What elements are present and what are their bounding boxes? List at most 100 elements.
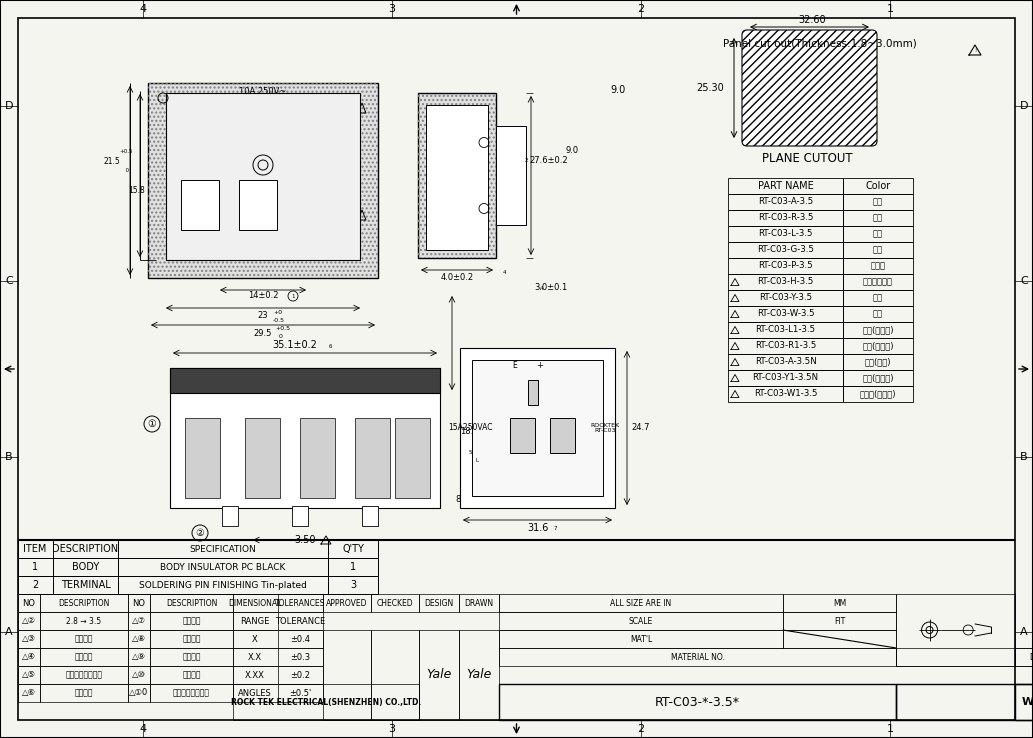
Text: +0: +0 [273, 309, 282, 314]
Bar [128, 648, 150, 666]
Text: 4: 4 [539, 286, 542, 291]
Text: 藍色: 藍色 [873, 230, 883, 238]
Text: 2: 2 [32, 580, 38, 590]
Text: △⑥: △⑥ [22, 689, 36, 697]
Text: 29.5: 29.5 [254, 328, 272, 337]
Text: 5: 5 [468, 449, 472, 455]
Bar [362, 506, 378, 526]
Text: -0.5: -0.5 [273, 317, 285, 323]
Text: 電腦色: 電腦色 [871, 261, 885, 271]
Text: △①0: △①0 [129, 689, 149, 697]
Text: 3: 3 [388, 724, 396, 734]
Bar [128, 684, 150, 702]
Bar [40, 666, 128, 684]
Bar [728, 322, 843, 338]
Text: RT-C03-*-3.5*: RT-C03-*-3.5* [655, 695, 741, 708]
Bar [245, 418, 280, 498]
Text: ②: ② [195, 528, 205, 538]
Text: E: E [512, 362, 518, 370]
Bar [18, 630, 40, 648]
Bar [371, 594, 419, 612]
Bar [728, 226, 843, 242]
Text: 27.6±0.2: 27.6±0.2 [530, 156, 568, 165]
Text: 15A250VAC: 15A250VAC [447, 424, 493, 432]
Bar [18, 648, 40, 666]
Bar [728, 290, 843, 306]
Text: 9.0: 9.0 [566, 146, 580, 155]
Text: !: ! [974, 49, 976, 53]
Text: 15.8: 15.8 [128, 186, 145, 195]
Bar [18, 594, 40, 612]
Text: ±0.3: ±0.3 [290, 652, 310, 661]
Text: ±0.5': ±0.5' [289, 689, 311, 697]
Text: PART NAME: PART NAME [757, 181, 813, 191]
Bar [843, 354, 913, 370]
Text: BODY: BODY [72, 562, 99, 572]
Bar [150, 594, 233, 612]
Text: SPECIFICATION: SPECIFICATION [190, 545, 256, 554]
Bar [118, 558, 328, 576]
Bar [371, 630, 419, 720]
Bar [185, 418, 220, 498]
Bar [728, 178, 843, 194]
Text: 3: 3 [350, 580, 356, 590]
Text: 2: 2 [525, 158, 528, 163]
Bar [148, 83, 378, 278]
Text: L: L [475, 458, 478, 463]
Text: D: D [1020, 101, 1028, 111]
Bar [728, 306, 843, 322]
Text: TOLERANCE: TOLERANCE [275, 616, 325, 626]
Text: +0.5: +0.5 [119, 149, 133, 154]
Bar [40, 684, 128, 702]
Bar [499, 648, 897, 666]
Bar [53, 558, 118, 576]
Text: WIF108019: WIF108019 [1022, 697, 1033, 707]
Text: △⑧: △⑧ [132, 635, 146, 644]
Text: 8: 8 [456, 495, 461, 505]
Bar [233, 612, 323, 630]
Text: RT-C03-A-3.5N: RT-C03-A-3.5N [755, 357, 816, 367]
Text: +: + [536, 362, 543, 370]
Text: 31.6: 31.6 [527, 523, 549, 533]
Text: 1: 1 [887, 4, 894, 14]
Bar [233, 648, 323, 666]
Text: 增加料號: 增加料號 [182, 616, 200, 626]
Bar [419, 630, 459, 720]
Bar [118, 540, 328, 558]
Bar [128, 630, 150, 648]
Bar [328, 540, 378, 558]
Bar [728, 242, 843, 258]
Text: 1: 1 [291, 294, 294, 298]
Bar [239, 180, 277, 230]
Bar [528, 380, 538, 405]
Text: RT-C03-W1-3.5: RT-C03-W1-3.5 [754, 390, 817, 399]
Text: MAT'L: MAT'L [630, 635, 652, 644]
Bar [728, 258, 843, 274]
Text: Yale: Yale [466, 669, 492, 681]
Bar [472, 360, 603, 496]
Text: D: D [5, 101, 13, 111]
Text: DESCRIPTION: DESCRIPTION [58, 599, 109, 607]
Text: 增加料號: 增加料號 [74, 652, 93, 661]
Text: 4: 4 [502, 269, 506, 275]
Bar [426, 105, 488, 250]
Text: 1: 1 [32, 562, 38, 572]
Text: C: C [5, 276, 12, 286]
Text: 32.60: 32.60 [799, 15, 825, 25]
Text: RT-C03-W-3.5: RT-C03-W-3.5 [757, 309, 814, 319]
Text: FIT: FIT [834, 616, 845, 626]
Bar [233, 666, 323, 684]
Bar [843, 226, 913, 242]
Bar [323, 594, 371, 612]
Text: 10A 250V~: 10A 250V~ [240, 86, 287, 95]
Text: RT-C03-L-3.5: RT-C03-L-3.5 [758, 230, 813, 238]
Bar [499, 630, 783, 648]
Text: DIMENSIONAL: DIMENSIONAL [228, 599, 282, 607]
Bar [843, 322, 913, 338]
Text: △⑤: △⑤ [22, 671, 36, 680]
Text: DRAWING NO.: DRAWING NO. [1030, 652, 1033, 661]
Text: 3: 3 [388, 4, 396, 14]
Text: PLANE CUTOUT: PLANE CUTOUT [761, 151, 852, 165]
Bar [222, 506, 238, 526]
Text: 黃色: 黃色 [873, 294, 883, 303]
